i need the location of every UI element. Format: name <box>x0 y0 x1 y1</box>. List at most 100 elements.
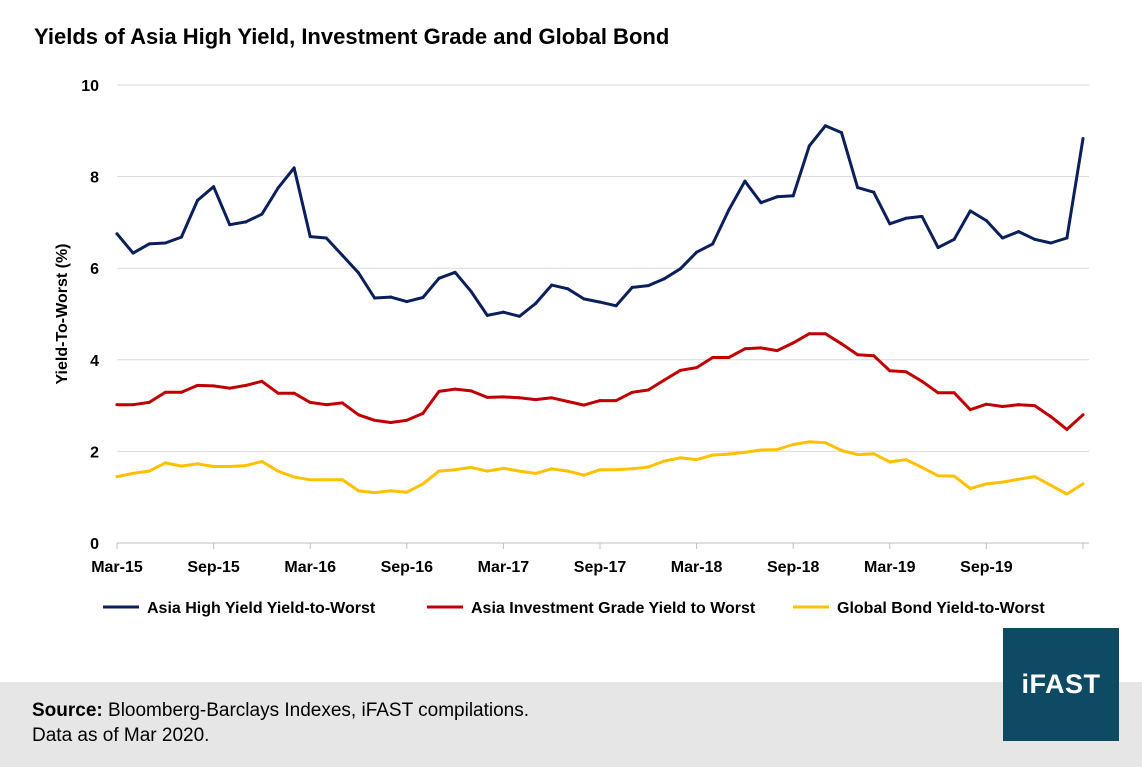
y-tick-label: 10 <box>81 78 99 95</box>
data-point <box>518 314 521 318</box>
data-point <box>179 464 183 468</box>
data-point <box>791 194 795 198</box>
data-point <box>437 276 441 280</box>
data-point <box>598 468 602 472</box>
data-point <box>679 267 682 271</box>
data-point <box>614 399 618 403</box>
data-point <box>920 379 924 383</box>
data-point <box>840 342 843 346</box>
series-points-2 <box>115 332 1085 431</box>
data-point <box>485 313 489 317</box>
data-point <box>711 356 715 360</box>
data-point <box>324 236 328 240</box>
data-point <box>984 402 988 406</box>
data-point <box>646 388 650 392</box>
data-point <box>308 478 312 482</box>
y-tick-label: 6 <box>90 261 99 278</box>
data-point <box>324 403 328 407</box>
data-point <box>389 421 393 425</box>
data-point <box>212 465 216 469</box>
data-point <box>1001 405 1004 409</box>
y-tick-label: 4 <box>90 353 99 370</box>
data-point <box>1065 427 1069 431</box>
x-tick-label: Mar-18 <box>671 559 723 576</box>
data-point <box>357 271 360 275</box>
data-point <box>968 408 972 412</box>
data-point <box>469 389 473 393</box>
data-point <box>389 489 393 493</box>
data-point <box>308 400 312 404</box>
data-point <box>791 341 795 345</box>
data-point <box>534 301 538 305</box>
data-point <box>1081 137 1085 141</box>
data-point <box>936 391 940 395</box>
data-point <box>904 370 908 374</box>
data-point <box>888 460 892 464</box>
data-point <box>582 403 586 407</box>
series-points-1 <box>115 124 1085 318</box>
ifast-logo: iFAST <box>1003 628 1119 741</box>
data-point <box>196 383 199 387</box>
data-point <box>453 270 457 274</box>
data-point <box>373 418 377 422</box>
data-point <box>582 473 586 477</box>
data-point <box>1001 236 1004 240</box>
data-point <box>598 300 602 304</box>
data-point <box>566 469 570 473</box>
data-point <box>856 353 860 357</box>
data-point <box>679 368 682 372</box>
data-point <box>292 475 296 479</box>
data-point <box>437 389 441 393</box>
data-point <box>614 468 618 472</box>
data-point <box>147 469 151 473</box>
data-point <box>711 242 715 246</box>
data-point <box>759 448 763 452</box>
data-point <box>550 467 554 471</box>
data-point <box>566 399 570 403</box>
data-point <box>501 466 505 470</box>
data-point <box>984 482 988 486</box>
data-point <box>357 413 360 417</box>
data-point <box>292 166 296 170</box>
data-point <box>534 398 538 402</box>
data-point <box>727 452 731 456</box>
footer-bar <box>0 682 1142 767</box>
data-point <box>646 284 650 288</box>
data-point <box>115 232 119 236</box>
data-point <box>662 378 666 382</box>
data-point <box>1001 480 1004 484</box>
data-point <box>244 464 248 468</box>
data-point <box>823 441 827 445</box>
data-point <box>904 216 908 220</box>
data-point <box>984 219 988 223</box>
data-point <box>630 467 634 471</box>
data-point <box>485 469 489 473</box>
data-point <box>936 246 940 250</box>
data-point <box>179 235 183 239</box>
x-tick-label: Sep-16 <box>381 559 434 576</box>
data-point <box>1065 236 1069 240</box>
gridlines <box>117 84 1089 452</box>
data-point <box>550 283 554 287</box>
y-tick-label: 8 <box>90 170 99 187</box>
data-point <box>662 459 666 463</box>
data-point <box>469 290 473 294</box>
x-tick-label: Mar-16 <box>284 559 336 576</box>
data-point <box>260 212 264 216</box>
data-point <box>888 222 892 226</box>
data-point <box>485 395 489 399</box>
data-point <box>340 401 344 405</box>
data-point <box>872 452 876 456</box>
data-point <box>679 456 682 460</box>
x-tick-label: Sep-15 <box>187 559 240 576</box>
data-point <box>405 490 409 494</box>
data-point <box>437 469 441 473</box>
data-point <box>1017 403 1021 407</box>
source-label: Source: <box>32 700 103 721</box>
data-point <box>179 390 183 394</box>
data-point <box>340 478 344 482</box>
data-point <box>163 390 167 394</box>
data-point <box>1065 492 1069 496</box>
data-point <box>1033 237 1037 241</box>
x-tick-label: Mar-15 <box>91 559 143 576</box>
